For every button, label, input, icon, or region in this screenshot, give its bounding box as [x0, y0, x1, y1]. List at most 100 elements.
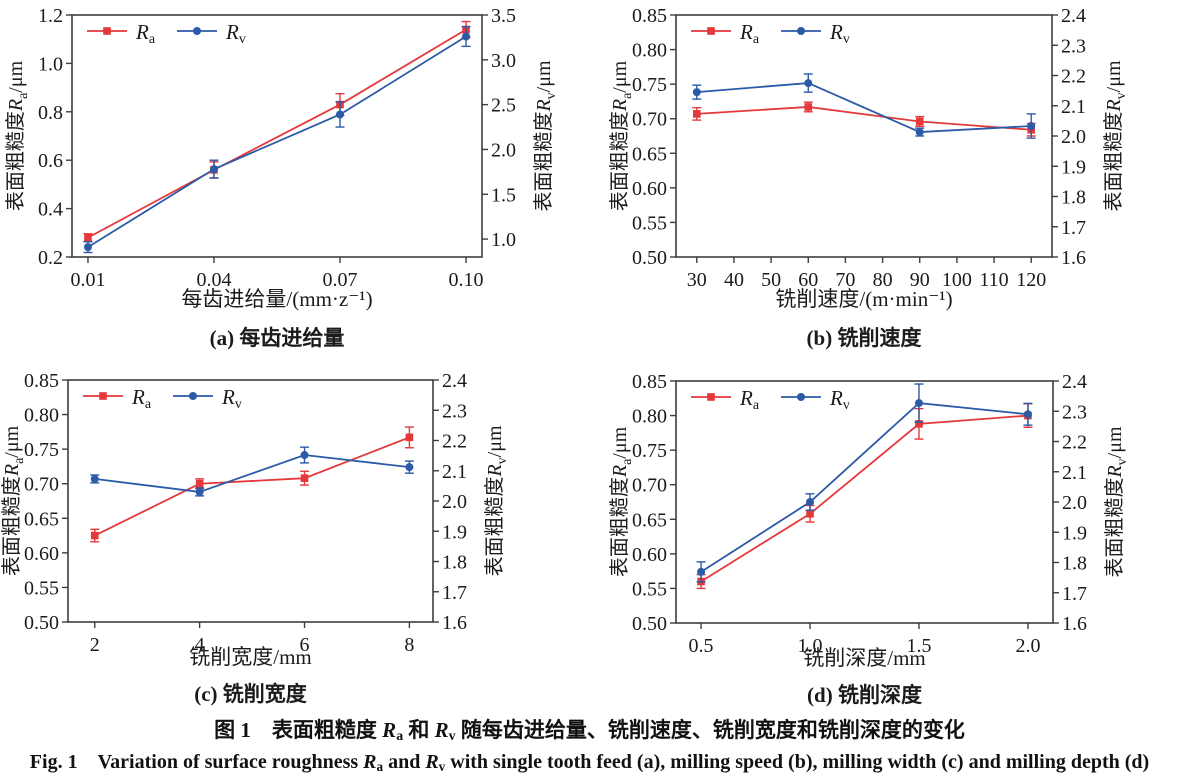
- series-line: [94, 454, 410, 493]
- panel-sub-caption: (b) 铣削速度: [807, 326, 922, 350]
- legend: Ra Rv: [691, 20, 850, 47]
- y-tick-label: 1.8: [442, 552, 467, 574]
- panel-b-milling-speed: 30 40 50 60 70 80 90 100 110 120 0.50 0.55 0.60 0.65 0…: [590, 0, 1179, 360]
- y-tick-label: 2.0: [1061, 126, 1086, 148]
- x-tick-label: 4: [195, 634, 205, 656]
- y-tick-label: 0.85: [632, 371, 667, 393]
- y-tick-label: 0.55: [24, 577, 59, 599]
- marker-square: [300, 474, 309, 482]
- caption-part: 随每齿进给量、铣削速度、铣削宽度和铣削深度的变化: [455, 718, 965, 742]
- series-ra: [83, 20, 471, 243]
- y-tick-label: 1.6: [1061, 247, 1086, 269]
- y-axis-left: 0.50 0.55 0.60 0.65 0.70 0.75 0.80 0.85 表面粗糙度Ra/…: [608, 5, 676, 269]
- legend-label: Ra: [131, 385, 152, 412]
- y-tick-label: 0.80: [24, 405, 59, 427]
- y-tick-label: 0.75: [632, 440, 667, 462]
- caption-part: and: [383, 751, 426, 773]
- legend: Ra Rv: [87, 20, 246, 47]
- chart-c-svg: 2 4 6 8 0.50 0.55 0.60 0.65 0.70 0.75 0.80 0.85 表面粗糙…: [0, 370, 510, 706]
- series-line: [87, 28, 467, 239]
- y-tick-label: 0.55: [632, 578, 667, 600]
- caption-part: R: [434, 718, 449, 742]
- y-tick-label: 0.70: [632, 475, 667, 497]
- x-tick-label: 60: [798, 269, 818, 291]
- y-tick-label: 1.8: [1061, 187, 1086, 209]
- y-tick-label: 2.1: [442, 461, 467, 483]
- y-tick-label: 1.0: [491, 229, 516, 251]
- y-tick-label: 0.2: [38, 247, 63, 269]
- legend-label: Rv: [829, 20, 850, 47]
- x-axis: 30 40 50 60 70 80 90 100 110 120: [687, 257, 1046, 291]
- caption-part: with single tooth feed (a), milling spee…: [445, 751, 1150, 773]
- legend-marker-circle: [797, 27, 805, 35]
- y-tick-label: 2.0: [442, 491, 467, 513]
- legend-marker-square: [99, 392, 107, 400]
- y-tick-label: 0.75: [632, 74, 667, 96]
- legend-label: Ra: [739, 386, 760, 413]
- y-tick-label: 1.9: [442, 521, 467, 543]
- marker-square: [915, 420, 923, 428]
- y-tick-label: 0.70: [632, 109, 667, 131]
- x-tick-label: 0.10: [449, 269, 484, 291]
- y-tick-label: 2.0: [491, 139, 516, 161]
- marker-square: [915, 117, 924, 126]
- y-axis-label-right: 表面粗糙度Rv/μm: [532, 60, 559, 211]
- y-tick-label: 0.80: [632, 40, 667, 62]
- y-tick-label: 0.70: [24, 474, 59, 496]
- x-tick-label: 100: [942, 269, 972, 291]
- y-axis-right: 1.6 1.7 1.8 1.9 2.0 2.1 2.2 2.3 2.4 表面粗糙度Rv/μm: [433, 370, 510, 634]
- y-axis-right: 1.6 1.7 1.8 1.9 2.0 2.1 2.2 2.3 2.4 表面粗糙度Rv/μm: [1053, 371, 1130, 635]
- y-tick-label: 1.8: [1062, 553, 1087, 575]
- caption-zh: 图 1 表面粗糙度 Ra 和 Rv 随每齿进给量、铣削速度、铣削宽度和铣削深度的…: [0, 714, 1179, 744]
- legend-marker-circle: [797, 393, 805, 401]
- y-axis-left: 0.2 0.4 0.6 0.8 1.0 1.2 表面粗糙度Ra/μm: [4, 5, 72, 269]
- legend-marker-circle: [193, 27, 201, 35]
- y-tick-label: 1.7: [442, 582, 467, 604]
- panel-sub-caption: (a) 每齿进给量: [210, 326, 345, 350]
- y-tick-label: 1.0: [38, 53, 63, 75]
- x-axis-label: 铣削宽度/mm: [189, 645, 312, 669]
- caption-part: R: [382, 718, 397, 742]
- legend: Ra Rv: [83, 385, 242, 412]
- y-axis-label-left: 表面粗糙度Ra/μm: [608, 426, 635, 577]
- y-tick-label: 3.5: [491, 5, 516, 27]
- y-tick-label: 0.50: [632, 613, 667, 635]
- marker-square: [90, 531, 99, 540]
- panel-c-milling-width: 2 4 6 8 0.50 0.55 0.60 0.65 0.70 0.75 0.80 0.85 表面粗糙…: [0, 360, 590, 710]
- legend: Ra Rv: [691, 386, 850, 413]
- x-axis-label: 每齿进给量/(mm·z⁻¹): [181, 287, 372, 311]
- marker-circle: [804, 79, 813, 88]
- y-tick-label: 0.65: [632, 143, 667, 165]
- plot-frame: [675, 14, 1053, 258]
- series-line: [87, 35, 467, 248]
- marker-square: [804, 103, 813, 111]
- y-tick-label: 0.60: [24, 543, 59, 565]
- marker-circle: [915, 128, 924, 137]
- y-axis-label-left: 表面粗糙度Ra/μm: [608, 60, 635, 211]
- marker-circle: [697, 567, 706, 576]
- y-axis-label-right: 表面粗糙度Rv/μm: [1103, 426, 1130, 577]
- x-tick-label: 2.0: [1015, 635, 1040, 657]
- marker-square: [84, 233, 92, 242]
- y-tick-label: 0.80: [632, 406, 667, 428]
- marker-circle: [1023, 410, 1032, 419]
- marker-circle: [462, 32, 471, 41]
- y-tick-label: 0.6: [38, 150, 63, 172]
- caption-en: Fig. 1 Variation of surface roughness Ra…: [0, 751, 1179, 774]
- panel-sub-caption: (c) 铣削宽度: [194, 682, 307, 706]
- panel-d-milling-depth: 0.5 1.0 1.5 2.0 0.50 0.55 0.60 0.65 0.70 0.75 0.80…: [590, 360, 1179, 710]
- caption-part: R: [363, 751, 377, 773]
- legend-marker-circle: [189, 392, 197, 400]
- marker-square: [806, 509, 814, 518]
- y-tick-label: 2.1: [1061, 96, 1086, 118]
- y-tick-label: 1.7: [1061, 217, 1086, 239]
- y-tick-label: 0.85: [632, 5, 667, 27]
- y-tick-label: 0.50: [632, 247, 667, 269]
- caption-part: 和: [403, 718, 435, 742]
- caption-part: R: [425, 751, 439, 773]
- caption-part: a: [396, 728, 404, 744]
- marker-circle: [83, 243, 92, 252]
- legend-label: Rv: [225, 20, 246, 47]
- y-axis-right: 1.0 1.5 2.0 2.5 3.0 3.5 表面粗糙度Rv/μm: [482, 5, 559, 251]
- y-tick-label: 1.7: [1062, 583, 1087, 605]
